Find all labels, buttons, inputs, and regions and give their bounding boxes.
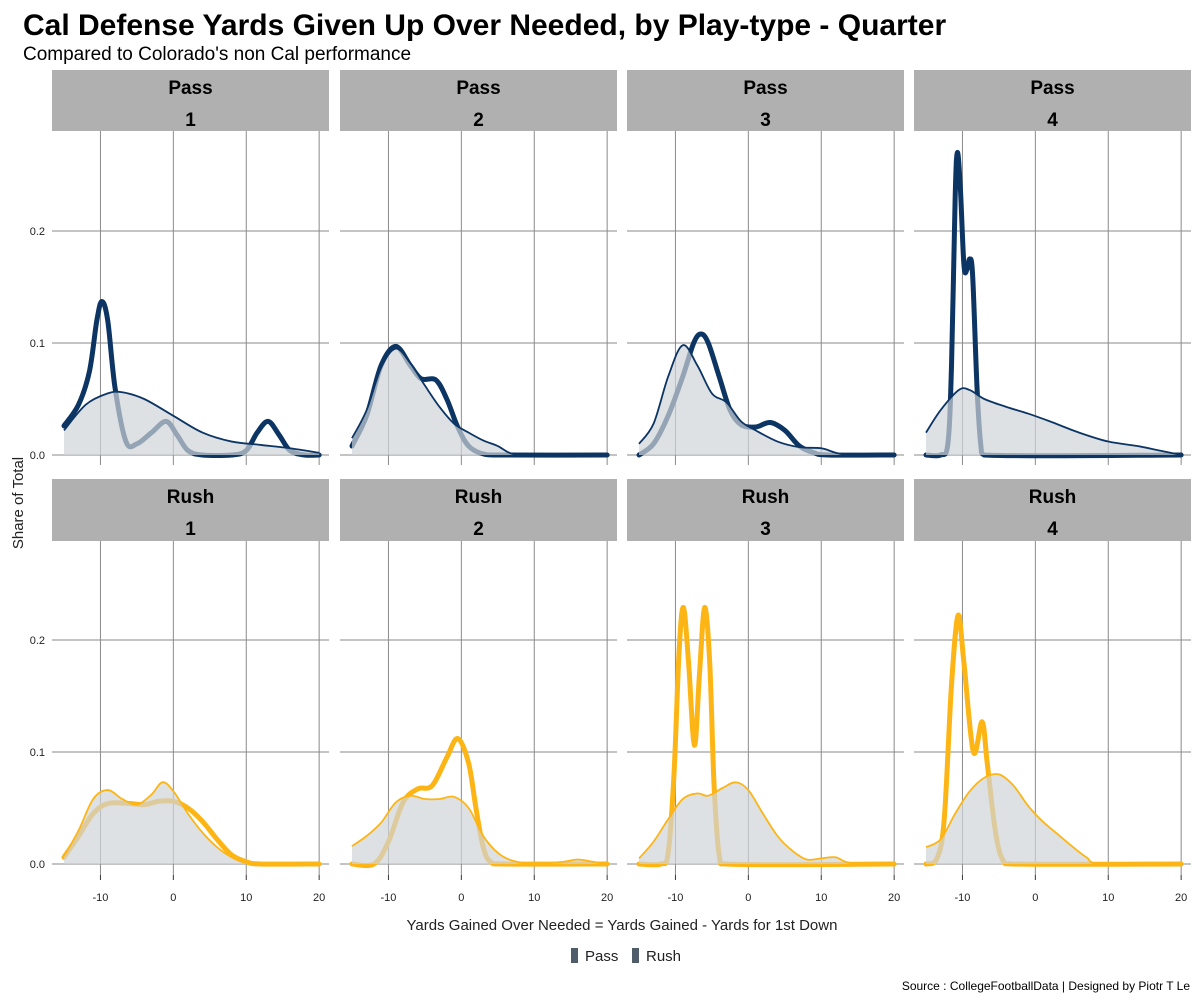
- x-tick-label: -10: [92, 892, 108, 904]
- facet-panel-rush-q3: Rush 3: [627, 479, 904, 875]
- colorado-baseline-line: [351, 794, 608, 865]
- facet-panel-rush-q1: Rush 1: [52, 479, 329, 875]
- facet-panel-pass-q1: Pass 1: [52, 70, 329, 465]
- facet-panel-pass-q4: Pass 4: [914, 70, 1191, 465]
- y-axis-label: Share of Total: [10, 457, 27, 549]
- colorado-baseline-area: [926, 773, 1182, 865]
- y-tick-label: 0.1: [30, 338, 45, 350]
- legend-swatch-pass: [571, 948, 578, 963]
- colorado-baseline-line: [351, 347, 608, 456]
- colorado-baseline-line: [925, 773, 1182, 866]
- legend-label-rush: Rush: [646, 948, 681, 965]
- x-tick-label: 10: [815, 892, 827, 904]
- colorado-baseline-area: [639, 782, 895, 864]
- strip-play-type: Pass: [1030, 78, 1074, 99]
- strip-play-type: Rush: [455, 487, 503, 508]
- facet-panel-pass-q2: Pass 2: [340, 70, 617, 465]
- facet-strip: [340, 70, 617, 131]
- legend: Pass Rush: [571, 948, 681, 965]
- legend-label-pass: Pass: [585, 948, 618, 965]
- strip-quarter: 1: [185, 110, 196, 131]
- chart-title: Cal Defense Yards Given Up Over Needed, …: [23, 9, 946, 42]
- x-tick-label: 0: [170, 892, 176, 904]
- facet-strip: [52, 479, 329, 541]
- facet-panel-pass-q3: Pass 3: [627, 70, 904, 465]
- facet-strip: [914, 70, 1191, 131]
- strip-play-type: Pass: [168, 78, 212, 99]
- x-tick-label: -10: [954, 892, 970, 904]
- strip-quarter: 2: [473, 519, 484, 540]
- colorado-baseline-area: [64, 782, 320, 865]
- strip-quarter: 3: [760, 110, 771, 131]
- y-tick-label: 0.0: [30, 859, 45, 871]
- x-tick-label: 10: [1102, 892, 1114, 904]
- colorado-baseline-area: [352, 348, 608, 456]
- colorado-baseline-line: [638, 344, 895, 457]
- y-tick-label: 0.1: [30, 747, 45, 759]
- facet-strip: [52, 70, 329, 131]
- facet-strip: [340, 479, 617, 541]
- facet-panel-rush-q2: Rush 2: [340, 479, 617, 875]
- legend-swatch-rush: [632, 948, 639, 963]
- facet-strip: [627, 70, 904, 131]
- x-tick-label: -10: [667, 892, 683, 904]
- x-tick-label: 20: [1175, 892, 1187, 904]
- strip-play-type: Pass: [456, 78, 500, 99]
- x-tick-label: 0: [458, 892, 464, 904]
- facet-panels: Pass 1 Pass 2 Pass 3 Pass 4 Rush 1 Rush 2 Rush 3 Rush 4: [52, 70, 1191, 875]
- colorado-baseline-area: [64, 391, 320, 455]
- x-tick-label: 10: [528, 892, 540, 904]
- colorado-baseline-line: [638, 781, 895, 865]
- strip-quarter: 4: [1047, 519, 1058, 540]
- colorado-baseline-area: [926, 388, 1182, 455]
- y-tick-label: 0.2: [30, 635, 45, 647]
- y-axis-ticks: 0.0 0.1 0.2 0.0 0.1 0.2: [30, 226, 45, 871]
- colorado-baseline-line: [63, 390, 320, 454]
- x-tick-label: 20: [888, 892, 900, 904]
- strip-quarter: 3: [760, 519, 771, 540]
- x-tick-label: 0: [745, 892, 751, 904]
- x-tick-label: 0: [1032, 892, 1038, 904]
- colorado-baseline-line: [63, 781, 320, 865]
- facet-strip: [914, 479, 1191, 541]
- x-tick-label: -10: [380, 892, 396, 904]
- strip-play-type: Rush: [167, 487, 215, 508]
- y-tick-label: 0.2: [30, 226, 45, 238]
- x-tick-label: 20: [313, 892, 325, 904]
- x-axis-ticks: -10 0 10 20 -10 0 10 20 -10 0 10 20 -10 0 10 20: [92, 875, 1187, 904]
- colorado-baseline-line: [925, 387, 1182, 456]
- x-axis-label: Yards Gained Over Needed = Yards Gained …: [407, 917, 838, 934]
- strip-play-type: Pass: [743, 78, 787, 99]
- x-tick-label: 20: [601, 892, 613, 904]
- facet-panel-rush-q4: Rush 4: [914, 479, 1191, 875]
- strip-quarter: 1: [185, 519, 196, 540]
- strip-play-type: Rush: [742, 487, 790, 508]
- chart-subtitle: Compared to Colorado's non Cal performan…: [23, 44, 411, 65]
- x-tick-label: 10: [240, 892, 252, 904]
- y-tick-label: 0.0: [30, 450, 45, 462]
- strip-play-type: Rush: [1029, 487, 1077, 508]
- facet-strip: [627, 479, 904, 541]
- source-caption: Source : CollegeFootballData | Designed …: [902, 979, 1190, 993]
- colorado-baseline-area: [639, 345, 895, 456]
- strip-quarter: 4: [1047, 110, 1058, 131]
- strip-quarter: 2: [473, 110, 484, 131]
